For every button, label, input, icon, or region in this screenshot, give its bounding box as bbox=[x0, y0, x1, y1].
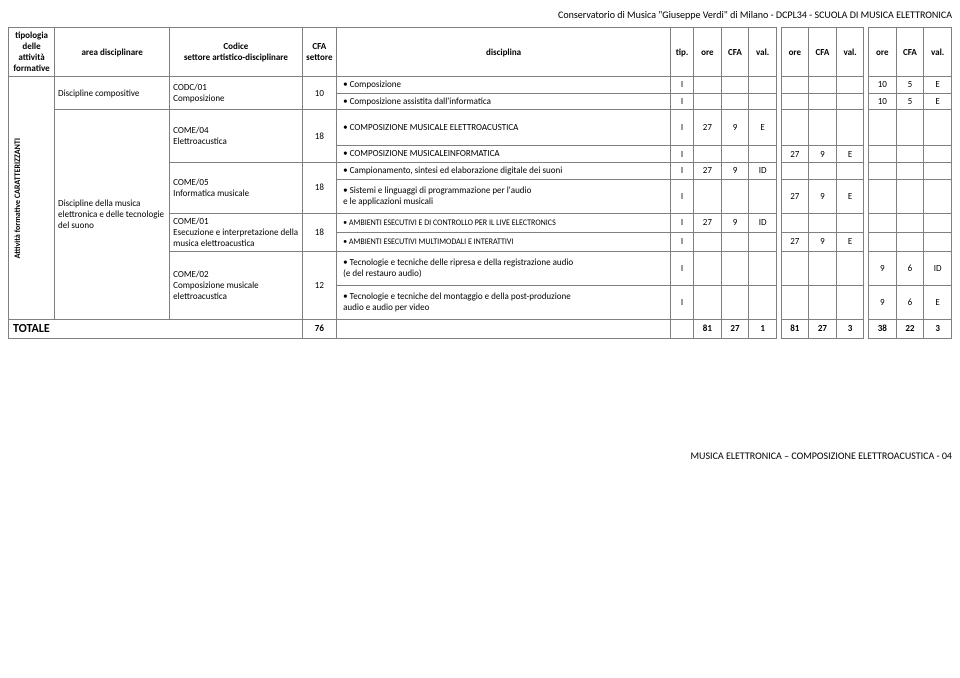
cfa-come02: 12 bbox=[302, 251, 337, 319]
settore-codc01: CODC/01 Composizione bbox=[170, 77, 302, 110]
th-cfa-settore: CFA settore bbox=[302, 28, 337, 77]
settore-come01: COME/01 Esecuzione e interpretazione del… bbox=[170, 213, 302, 251]
disc-comp-elettroacustica: • COMPOSIZIONE MUSICALE ELETTROACUSTICA bbox=[337, 110, 671, 146]
th-ore-2: ore bbox=[781, 28, 809, 77]
settore-come05: COME/05 Informatica musicale bbox=[170, 163, 302, 214]
page-header: Conservatorio di Musica "Giuseppe Verdi"… bbox=[8, 8, 952, 21]
area-musica-elettronica: Discipline della musica elettronica e de… bbox=[55, 110, 170, 319]
th-cfa-1: CFA bbox=[721, 28, 749, 77]
th-tipologia: tipologia delle attività formative bbox=[9, 28, 55, 77]
th-val-2: val. bbox=[836, 28, 864, 77]
disc-comp-musicaleinformatica: • COMPOSIZIONE MUSICALEINFORMATICA bbox=[337, 146, 671, 163]
th-codice: Codice settore artistico-disciplinare bbox=[170, 28, 302, 77]
table-row: Attività formative CARATTERIZZANTI Disci… bbox=[9, 77, 952, 94]
th-area: area disciplinare bbox=[55, 28, 170, 77]
cfa-come05: 18 bbox=[302, 163, 337, 214]
th-ore-1: ore bbox=[694, 28, 722, 77]
disc-tecnologie-montaggio: • Tecnologie e tecniche del montaggio e … bbox=[337, 285, 671, 319]
totale-label: TOTALE bbox=[9, 319, 303, 338]
header-row: tipologia delle attività formative area … bbox=[9, 28, 952, 77]
settore-come02: COME/02 Composizione musicale elettroacu… bbox=[170, 251, 302, 319]
cfa-come04: 18 bbox=[302, 110, 337, 163]
th-disciplina: disciplina bbox=[337, 28, 671, 77]
area-compositive: Discipline compositive bbox=[55, 77, 170, 110]
th-tip: tip. bbox=[671, 28, 694, 77]
cfa-come01: 18 bbox=[302, 213, 337, 251]
curriculum-table: tipologia delle attività formative area … bbox=[8, 27, 952, 339]
disc-ambienti-multimodali: • AMBIENTI ESECUTIVI MULTIMODALI E INTER… bbox=[337, 232, 671, 251]
page-footer: MUSICA ELETTRONICA – COMPOSIZIONE ELETTR… bbox=[8, 449, 952, 462]
th-cfa-2: CFA bbox=[809, 28, 837, 77]
disc-comp-assistita: • Composizione assistita dall'informatic… bbox=[337, 93, 671, 110]
disc-campionamento: • Campionamento, sintesi ed elaborazione… bbox=[337, 163, 671, 180]
th-val-3: val. bbox=[924, 28, 952, 77]
disc-sistemi-linguaggi: • Sistemi e linguaggi di programmazione … bbox=[337, 179, 671, 213]
cfa-codc01: 10 bbox=[302, 77, 337, 110]
th-val-1: val. bbox=[749, 28, 777, 77]
cell-tip: I bbox=[671, 77, 694, 94]
sidebar-label: Attività formative CARATTERIZZANTI bbox=[12, 134, 24, 262]
disc-tecnologie-ripresa: • Tecnologie e tecniche delle ripresa e … bbox=[337, 251, 671, 285]
th-ore-3: ore bbox=[868, 28, 896, 77]
settore-come04: COME/04 Elettroacustica bbox=[170, 110, 302, 163]
totale-cfa-settore: 76 bbox=[302, 319, 337, 338]
totale-row: TOTALE 76 81271 81273 38223 bbox=[9, 319, 952, 338]
table-row: Discipline della musica elettronica e de… bbox=[9, 110, 952, 146]
th-cfa-3: CFA bbox=[896, 28, 924, 77]
disc-composizione: • Composizione bbox=[337, 77, 671, 94]
disc-ambienti-live: • AMBIENTI ESECUTIVI E DI CONTROLLO PER … bbox=[337, 213, 671, 232]
